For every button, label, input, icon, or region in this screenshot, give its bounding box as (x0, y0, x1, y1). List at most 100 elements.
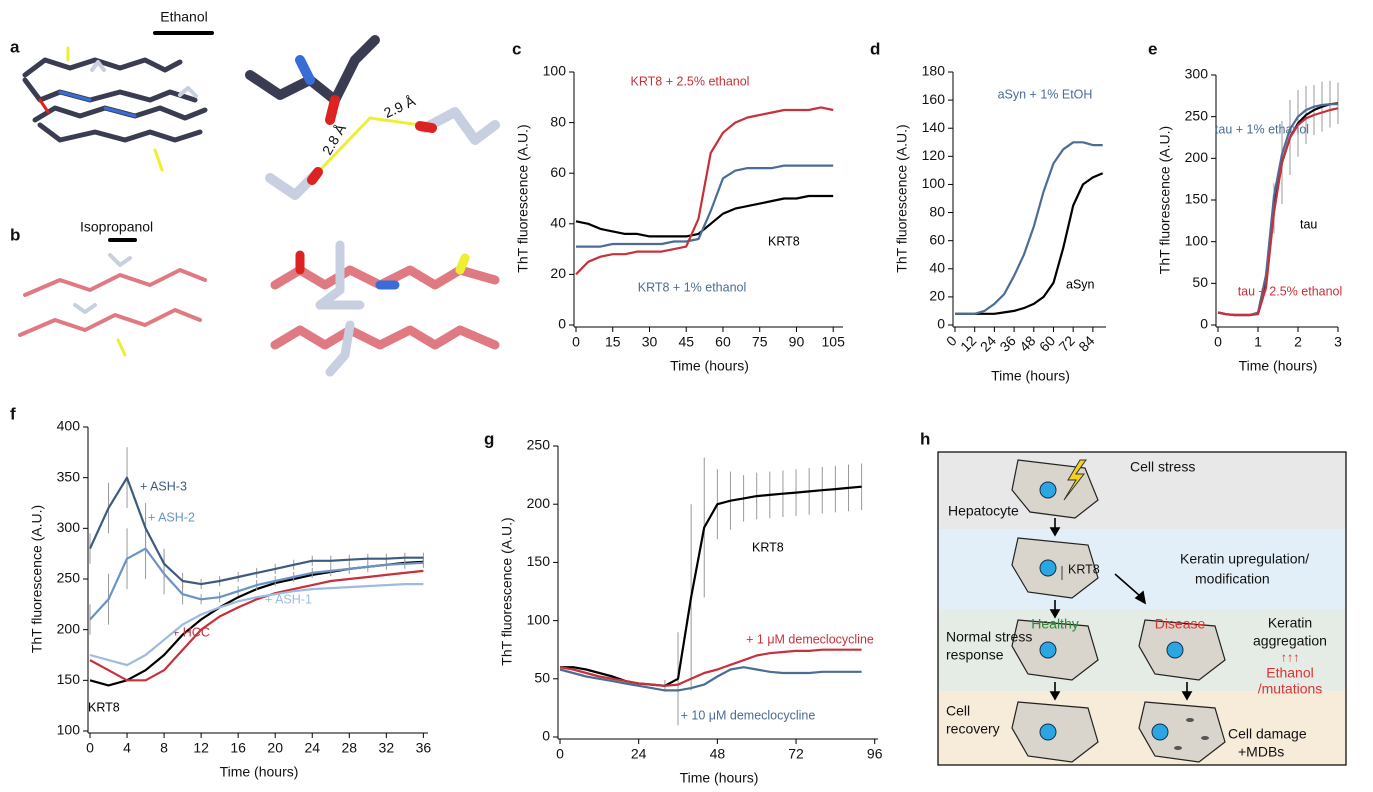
y-tick-label: 350 (57, 468, 81, 484)
series-label: + ASH-3 (140, 479, 187, 493)
diagram-text: Cell stress (1130, 459, 1195, 475)
x-tick-label: 15 (605, 334, 621, 350)
x-tick-label: 3 (1334, 334, 1342, 350)
y-tick-label: 200 (57, 620, 81, 636)
x-tick-label: 90 (789, 334, 805, 350)
series-line (575, 106, 834, 276)
x-tick-label: 105 (822, 334, 846, 350)
series-label: aSyn (1066, 277, 1095, 291)
y-tick-label: 160 (922, 91, 946, 107)
distance-label: 2.8 Å (319, 121, 350, 158)
diagram-text: Keratin upregulation/ (1180, 551, 1309, 567)
series-label: + ASH-1 (265, 592, 312, 606)
panel-label: a (10, 37, 20, 56)
diagram-h: h Cell stress Hepatocyte (920, 429, 1347, 766)
x-tick-label: 8 (160, 740, 168, 756)
series-label: + 1 μM demeclocycline (746, 632, 874, 646)
series-line (955, 172, 1104, 315)
x-tick-label: 48 (710, 746, 726, 762)
x-tick-label: 75 (752, 334, 768, 350)
y-tick-label: 50 (1192, 274, 1208, 290)
x-tick-label: 4 (123, 740, 131, 756)
x-axis-label: Time (hours) (991, 368, 1070, 384)
diagram-text: Healthy (1031, 616, 1078, 632)
y-tick-label: 150 (57, 671, 81, 687)
diagram-text: KRT8 (1068, 562, 1100, 576)
y-axis-label: ThT fluorescence (A.U.) (894, 124, 910, 272)
y-tick-label: 100 (922, 175, 946, 191)
y-axis-label: ThT fluorescence (A.U.) (515, 124, 531, 272)
y-axis-label: ThT fluorescence (A.U.) (29, 505, 45, 653)
diagram-text: ↑↑↑ (1281, 650, 1300, 664)
diagram-text: response (946, 647, 1004, 663)
series-line (89, 583, 424, 667)
panel-label: g (484, 429, 494, 448)
series-label: KRT8 + 1% ethanol (638, 280, 747, 294)
panel-label: c (512, 39, 521, 58)
x-axis-label: Time (hours) (680, 770, 759, 786)
y-tick-label: 50 (534, 670, 550, 686)
series-label: KRT8 + 2.5% ethanol (631, 74, 750, 88)
series-line (88, 476, 424, 586)
y-tick-label: 40 (929, 259, 945, 275)
x-tick-label: 96 (867, 746, 883, 762)
series-line (955, 141, 1103, 315)
series-label: + ASH-2 (148, 510, 195, 524)
series-label: aSyn + 1% EtOH (998, 87, 1093, 101)
y-tick-label: 0 (558, 316, 566, 332)
y-tick-label: 100 (1185, 232, 1209, 248)
x-tick-label: 0 (556, 746, 564, 762)
series-label: tau + 2.5% ethanol (1238, 284, 1343, 298)
series-label: tau (1300, 217, 1317, 231)
y-tick-label: 100 (543, 63, 567, 79)
y-tick-label: 80 (550, 113, 566, 129)
y-tick-label: 250 (527, 437, 551, 453)
diagram-text: Normal stress (946, 629, 1032, 645)
y-tick-label: 0 (937, 316, 945, 332)
panel-label: f (10, 404, 16, 423)
structure-a: a Ethanol 2.9 Å 2.8 Å (10, 9, 500, 200)
x-tick-label: 0 (943, 332, 960, 349)
series-line (89, 569, 424, 682)
x-tick-label: 32 (379, 740, 395, 756)
series-line (559, 648, 862, 687)
series-label: tau + 1% ethanol (1215, 122, 1309, 136)
y-tick-label: 40 (550, 215, 566, 231)
label: Isopropanol (80, 219, 153, 235)
diagram-text: Ethanol (1266, 665, 1313, 681)
structure-b: b Isopropanol (10, 219, 500, 377)
y-tick-label: 0 (542, 728, 550, 744)
diagram-text: Cell (946, 703, 970, 719)
y-tick-label: 60 (929, 231, 945, 247)
x-tick-label: 30 (642, 334, 658, 350)
series-line (560, 485, 862, 687)
y-tick-label: 100 (57, 722, 81, 738)
series-label: KRT8 (752, 540, 784, 554)
x-axis-label: Time (hours) (670, 358, 749, 374)
x-tick-label: 84 (1075, 332, 1097, 354)
y-tick-label: 300 (57, 519, 81, 535)
y-tick-label: 20 (550, 265, 566, 281)
y-tick-label: 80 (929, 203, 945, 219)
x-tick-label: 24 (304, 740, 320, 756)
x-tick-label: 0 (1214, 334, 1222, 350)
x-tick-label: 2 (1294, 334, 1302, 350)
diagram-text: Cell damage (1228, 726, 1307, 742)
y-tick-label: 400 (57, 418, 81, 434)
diagram-text: aggregation (1253, 633, 1327, 649)
y-tick-label: 100 (527, 611, 551, 627)
y-tick-label: 20 (929, 288, 945, 304)
series-line (1217, 107, 1339, 317)
y-tick-label: 200 (527, 495, 551, 511)
x-tick-label: 72 (788, 746, 804, 762)
x-tick-label: 28 (341, 740, 357, 756)
panel-label: e (1148, 39, 1157, 58)
y-tick-label: 140 (922, 119, 946, 135)
series-line (576, 164, 834, 248)
series-label: + 10 μM demeclocycline (681, 708, 816, 722)
diagram-text: Keratin (1268, 615, 1312, 631)
y-tick-label: 60 (550, 164, 566, 180)
panel-label: b (10, 225, 20, 244)
diagram-text: /mutations (1258, 681, 1323, 697)
x-tick-label: 20 (267, 740, 283, 756)
